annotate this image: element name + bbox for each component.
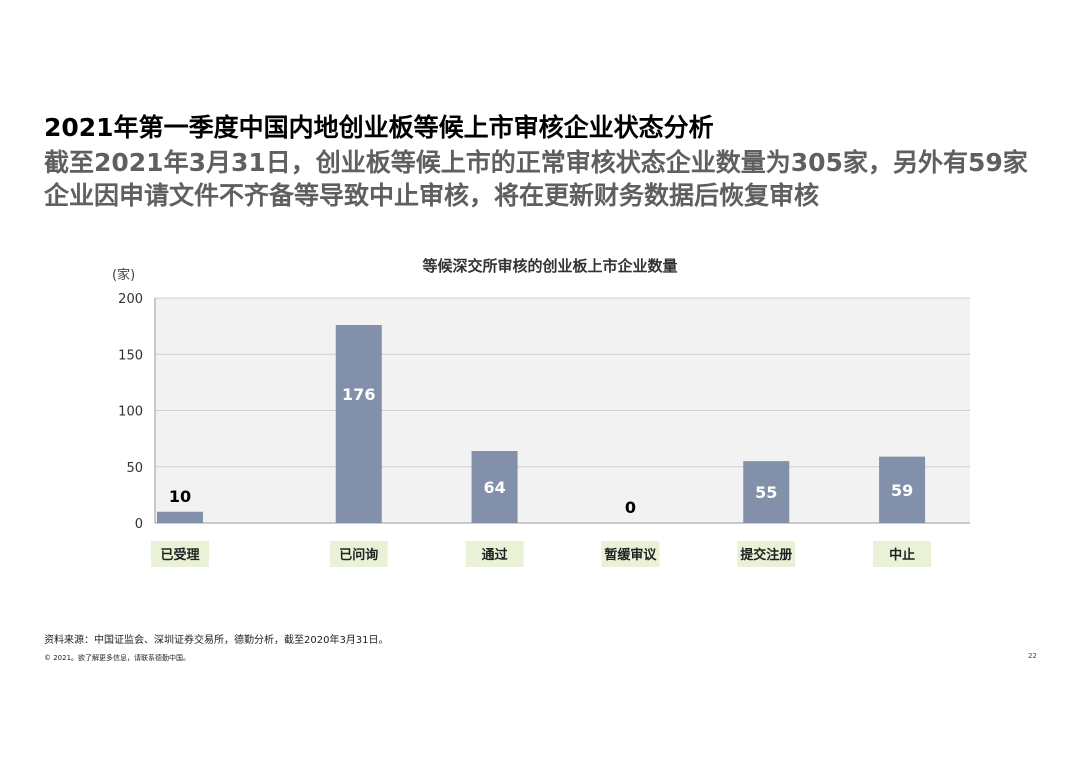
y-tick-label: 0 [135, 517, 143, 532]
chart-title: 等候深交所审核的创业板上市企业数量 [422, 257, 678, 275]
page-subtitle: 截至2021年3月31日，创业板等候上市的正常审核状态企业数量为305家，另外有… [44, 148, 1028, 210]
category-label-background [873, 541, 932, 567]
category-label-background [465, 541, 524, 567]
y-axis-unit-label: (家) [112, 268, 136, 283]
x-category-label: 中止 [889, 547, 915, 563]
category-label-background [601, 541, 660, 567]
bar [471, 451, 518, 523]
page-title: 2021年第一季度中国内地创业板等候上市审核企业状态分析 [44, 113, 714, 142]
x-category-label: 已问询 [339, 547, 378, 563]
bar-value-label: 55 [755, 483, 777, 502]
page-number: 22 [1028, 652, 1037, 660]
y-tick-label: 150 [118, 348, 143, 363]
bar [335, 325, 382, 523]
y-tick-label: 50 [126, 461, 143, 476]
x-category-label: 暂缓审议 [604, 547, 657, 563]
bar-value-label: 59 [891, 481, 913, 500]
bar-value-label: 10 [169, 487, 191, 506]
bar-value-label: 64 [483, 478, 505, 497]
bar-value-label: 176 [342, 385, 375, 404]
source-note: 资料来源：中国证监会、深圳证券交易所，德勤分析，截至2020年3月31日。 [44, 635, 389, 646]
x-category-label: 已受理 [160, 547, 199, 563]
copyright-note: © 2021。欲了解更多信息，请联系德勤中国。 [44, 654, 191, 662]
bar-value-label: 0 [625, 498, 636, 517]
category-label-background [329, 541, 388, 567]
y-tick-label: 100 [118, 405, 143, 420]
x-category-label: 通过 [482, 547, 508, 563]
bar [879, 456, 926, 523]
x-category-label: 提交注册 [740, 547, 792, 563]
category-label-background [151, 541, 209, 567]
bar [743, 461, 790, 523]
y-tick-label: 200 [118, 292, 143, 307]
bar [157, 511, 203, 523]
category-label-background [737, 541, 796, 567]
